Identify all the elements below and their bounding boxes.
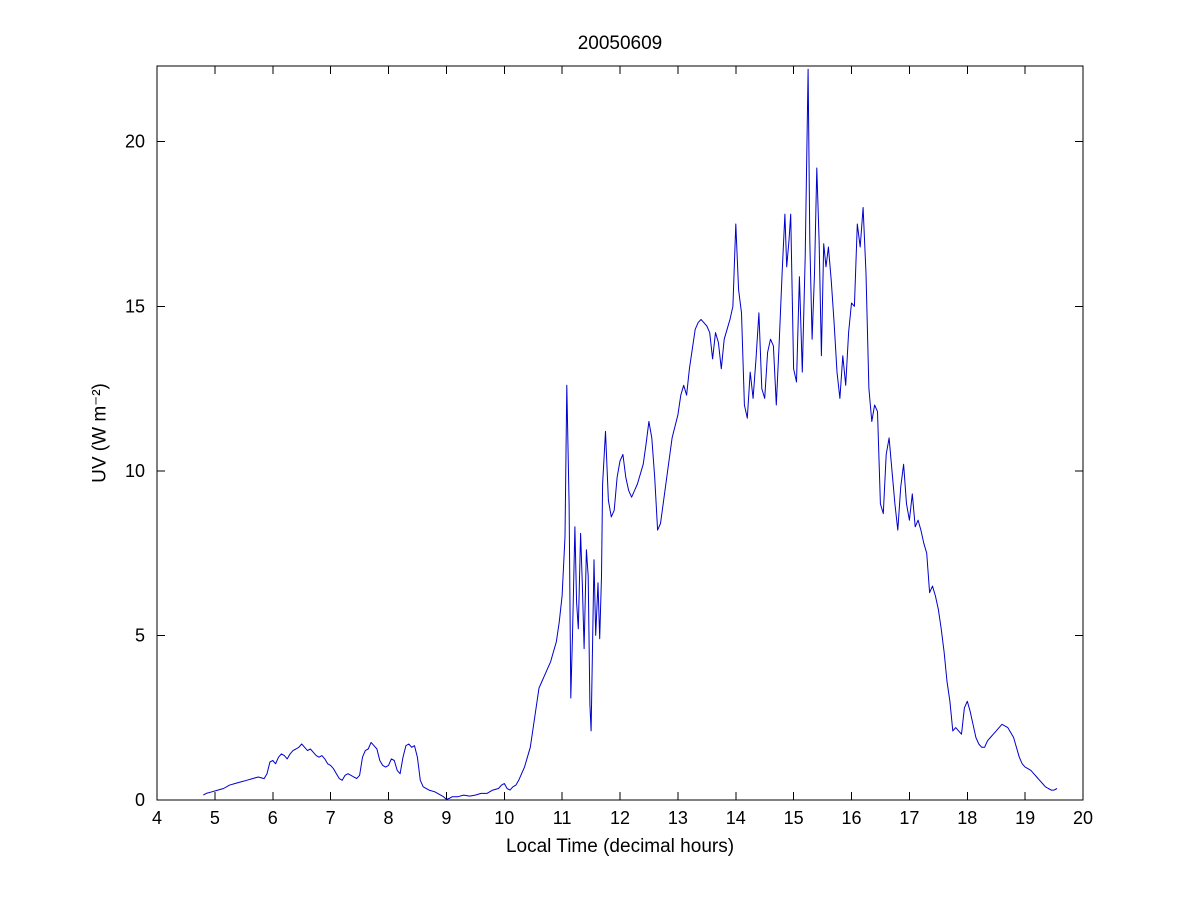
x-tick-label: 11 [553,808,572,828]
x-tick-label: 13 [668,808,688,828]
x-tick-label: 9 [441,808,451,828]
plot-box [156,65,1084,801]
y-tick-label: 15 [125,296,145,316]
x-tick-label: 18 [957,808,977,828]
x-axis-label: Local Time (decimal hours) [505,836,735,857]
x-tick-label: 17 [899,808,919,828]
x-tick-label: 5 [210,808,220,828]
uv-series-line [203,68,1058,800]
y-axis-label: UV (W m⁻²) [89,383,111,483]
x-tick-label: 4 [152,808,162,828]
x-tick-label: 8 [383,808,393,828]
x-tick-label: 12 [610,808,630,828]
x-tick-label: 19 [1015,808,1035,828]
y-tick-label: 20 [125,132,145,152]
x-tick-label: 14 [726,808,746,828]
y-tick-label: 5 [135,625,145,645]
x-tick-label: 7 [326,808,336,828]
x-tick-label: 10 [494,808,514,828]
chart-title: 20050609 [577,33,663,54]
x-tick-label: 16 [841,808,861,828]
y-tick-label: 10 [125,461,145,481]
x-tick-label: 15 [784,808,804,828]
x-tick-label: 6 [268,808,278,828]
x-tick-label: 20 [1073,808,1093,828]
y-tick-label: 0 [135,790,145,810]
